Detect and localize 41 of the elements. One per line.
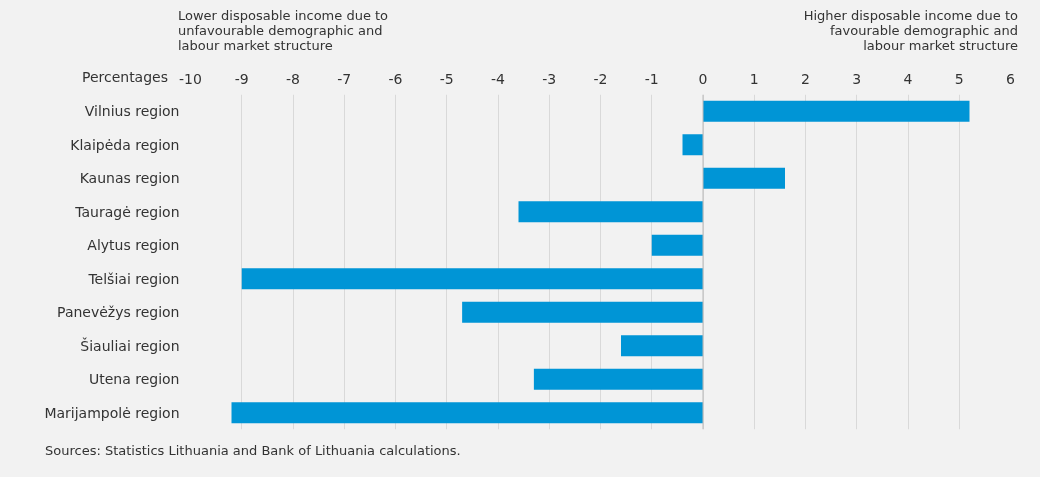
x-tick-label: -5	[439, 70, 454, 87]
x-tick-label: -1	[644, 70, 659, 87]
y-tick-label: Šiauliai region	[80, 336, 180, 354]
x-tick-label: 5	[954, 70, 964, 87]
y-tick-label: Utena region	[88, 371, 180, 388]
x-tick-label: -9	[234, 70, 249, 87]
bar	[241, 268, 703, 290]
y-tick-label: Marijampolė region	[44, 404, 180, 421]
text: Higher disposable income due to favourable demographic and labour market structure	[802, 8, 1018, 53]
x-tick-label: 2	[801, 70, 810, 87]
x-tick-label: 0	[698, 70, 708, 87]
x-tick-label: -6	[388, 70, 403, 87]
x-tick-label: -2	[593, 70, 608, 87]
bar	[462, 301, 703, 323]
y-tick-label: Kaunas region	[79, 170, 180, 187]
y-tick-label: Klaipėda region	[70, 136, 180, 153]
bar	[682, 134, 703, 156]
x-axis-title: Percentages	[81, 69, 168, 85]
x-tick-label: 1	[749, 70, 759, 87]
y-tick-label: Telšiai region	[87, 270, 180, 287]
x-tick-label: -10	[179, 70, 202, 87]
x-tick-label: -7	[337, 70, 352, 87]
bar	[621, 335, 703, 357]
bar	[651, 234, 703, 256]
x-tick-label: -8	[286, 70, 300, 87]
bar	[703, 167, 785, 189]
x-tick-label: 4	[903, 70, 913, 87]
bar	[533, 368, 703, 390]
y-tick-label: Panevėžys region	[57, 304, 180, 321]
bar	[703, 100, 970, 122]
bar	[518, 201, 703, 223]
source-note: Sources: Statistics Lithuania and Bank of Lithuania calculations.	[45, 443, 461, 458]
text: Lower disposable income due to unfavourable demographic and labour market structure	[178, 8, 390, 53]
y-tick-label: Vilnius region	[84, 103, 180, 120]
bar	[231, 402, 703, 424]
y-tick-label: Alytus region	[87, 237, 180, 254]
x-tick-label: 6	[1006, 70, 1016, 87]
x-tick-label: -4	[491, 70, 506, 87]
x-tick-label: 3	[852, 70, 862, 87]
y-tick-label: Tauragė region	[74, 203, 180, 220]
x-tick-label: -3	[542, 70, 557, 87]
